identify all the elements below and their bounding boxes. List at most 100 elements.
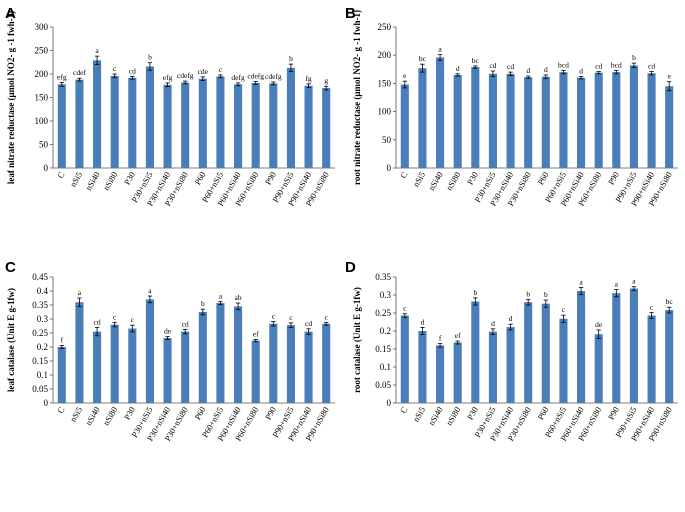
significance-label: a <box>632 277 636 286</box>
y-tick-label: 0.35 <box>375 272 391 282</box>
significance-label: ef <box>455 331 461 340</box>
bar <box>251 82 260 168</box>
significance-label: b <box>632 53 636 62</box>
bar <box>559 72 568 168</box>
significance-label: d <box>579 67 583 76</box>
significance-label: c <box>403 304 407 313</box>
x-tick-label: C <box>398 170 410 180</box>
bar <box>75 79 84 168</box>
x-tick-label: nSi40 <box>83 170 102 192</box>
y-tick-label: 0.35 <box>32 300 48 310</box>
significance-label: cd <box>94 317 101 326</box>
significance-label: de <box>164 327 172 336</box>
y-axis-label: root catalase (Unit E g-1fw) <box>352 287 362 393</box>
x-tick-label: P30 <box>122 170 137 186</box>
significance-label: bcd <box>611 60 622 69</box>
significance-label: c <box>113 312 117 321</box>
x-tick-label: nSi5 <box>68 405 84 424</box>
bar <box>506 73 515 168</box>
x-tick-label: P30 <box>465 405 480 421</box>
y-tick-label: 150 <box>378 78 392 88</box>
bar <box>629 288 638 403</box>
significance-label: g <box>324 76 328 85</box>
significance-label: efg <box>163 73 173 82</box>
significance-label: f <box>61 336 64 345</box>
bar <box>488 73 497 168</box>
bar <box>524 302 533 403</box>
y-tick-label: 0.05 <box>375 380 391 390</box>
panel-letter: B <box>345 5 356 22</box>
y-tick-label: 150 <box>35 93 49 103</box>
bar <box>506 327 515 403</box>
bar <box>145 299 154 403</box>
bar <box>93 60 102 169</box>
y-tick-label: 0.15 <box>32 356 48 366</box>
significance-label: c <box>219 65 223 74</box>
significance-label: d <box>509 314 513 323</box>
y-axis-label: leaf nitrate reductase (μmol NO2- g -1 f… <box>6 11 16 184</box>
panel-letter: C <box>5 259 16 276</box>
bar <box>145 66 154 168</box>
bar <box>234 306 243 403</box>
significance-label: ab <box>235 293 242 302</box>
y-tick-label: 50 <box>382 135 392 145</box>
bar <box>234 84 243 168</box>
bar <box>198 312 207 403</box>
significance-label: a <box>95 46 99 55</box>
bar <box>110 324 119 403</box>
bar <box>647 73 656 168</box>
bar <box>665 86 674 168</box>
bar <box>304 331 313 403</box>
significance-label: c <box>562 305 566 314</box>
x-tick-label: nSi5 <box>68 170 84 189</box>
significance-label: b <box>289 54 293 63</box>
significance-label: d <box>526 66 530 75</box>
x-tick-label: nSi40 <box>83 405 102 427</box>
bar <box>181 331 190 403</box>
bar <box>163 338 172 403</box>
x-tick-label: P30 <box>122 405 137 421</box>
x-tick-label: nSi5 <box>411 405 427 424</box>
y-tick-label: 0.25 <box>32 328 48 338</box>
bar <box>665 310 674 403</box>
y-tick-label: 0.15 <box>375 344 391 354</box>
x-tick-label: P90 <box>263 170 278 186</box>
significance-label: c <box>325 312 329 321</box>
significance-label: fg <box>305 74 311 83</box>
bar <box>110 75 119 168</box>
bar <box>181 82 190 168</box>
significance-label: cd <box>507 62 514 71</box>
significance-label: bcd <box>558 60 569 69</box>
significance-label: cd <box>129 66 136 75</box>
panel-letter: D <box>345 259 356 276</box>
significance-label: efg <box>57 72 67 81</box>
y-tick-label: 0.2 <box>380 326 391 336</box>
bar <box>577 291 586 403</box>
significance-label: b <box>473 288 477 297</box>
bar <box>400 84 409 168</box>
bar <box>559 318 568 403</box>
significance-label: a <box>78 288 82 297</box>
bar <box>286 67 295 168</box>
y-tick-label: 0.1 <box>380 362 391 372</box>
x-tick-label: nSi5 <box>411 170 427 189</box>
significance-label: cd <box>182 319 189 328</box>
bar <box>269 323 278 403</box>
y-tick-label: 0.4 <box>37 286 49 296</box>
x-tick-label: nSi40 <box>426 170 445 192</box>
bar <box>269 83 278 168</box>
bar <box>629 65 638 168</box>
y-tick-label: 0.3 <box>380 290 392 300</box>
bar <box>594 72 603 168</box>
significance-label: cd <box>489 61 496 70</box>
y-tick-label: 200 <box>378 50 392 60</box>
y-tick-label: 0.1 <box>37 370 48 380</box>
significance-label: b <box>544 290 548 299</box>
significance-label: c <box>650 303 654 312</box>
bar <box>471 301 480 403</box>
bar <box>322 323 331 403</box>
significance-label: cdefg <box>177 71 194 80</box>
x-tick-label: C <box>55 170 67 180</box>
bar <box>286 325 295 403</box>
